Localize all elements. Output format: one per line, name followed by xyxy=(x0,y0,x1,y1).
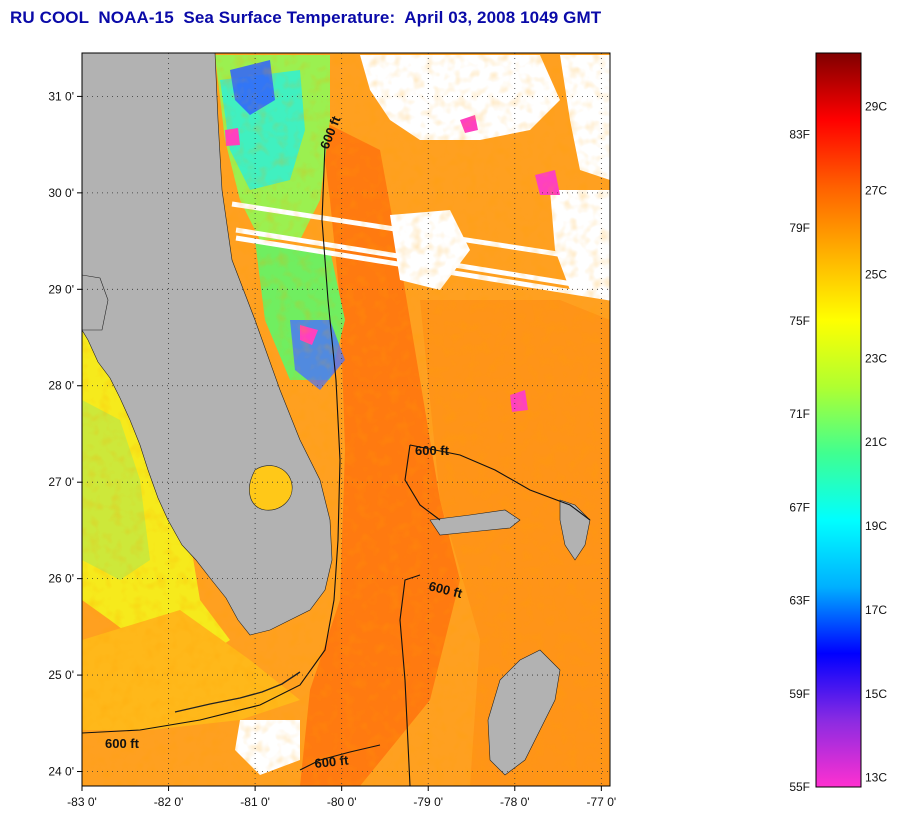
lon-tick-label: -78 0' xyxy=(500,795,530,809)
lat-tick-label: 25 0' xyxy=(48,668,74,682)
lon-tick-label: -81 0' xyxy=(240,795,270,809)
contour-label: 600 ft xyxy=(314,752,350,771)
lat-tick-label: 30 0' xyxy=(48,186,74,200)
page-title: RU COOL NOAA-15 Sea Surface Temperature:… xyxy=(10,8,602,27)
lat-tick-label: 29 0' xyxy=(48,282,74,296)
contour-600ft-bahamas xyxy=(404,444,591,521)
lon-tick-label: -83 0' xyxy=(67,795,97,809)
contour-label: 600 ft xyxy=(105,736,140,751)
lake-okeechobee xyxy=(249,465,293,511)
lon-tick-label: -79 0' xyxy=(413,795,443,809)
lat-tick-label: 27 0' xyxy=(48,475,74,489)
land-big-bend xyxy=(82,53,109,331)
contour-600ft-cuba xyxy=(299,744,381,771)
lat-lon-grid xyxy=(81,53,610,786)
contour-600ft-florida xyxy=(82,144,341,734)
lon-tick-label: -77 0' xyxy=(587,795,617,809)
contour-600ft-south xyxy=(399,574,421,786)
map-axes: -83 0' -82 0' -81 0' -80 0' -79 0' -78 0' -77 … xyxy=(48,89,616,809)
lat-tick-label: 26 0' xyxy=(48,572,74,586)
lat-tick-label: 31 0' xyxy=(48,89,74,103)
contour-label: 600 ft xyxy=(415,443,450,458)
map-frame xyxy=(81,52,611,787)
lon-tick-label: -80 0' xyxy=(327,795,357,809)
lat-tick-label: 24 0' xyxy=(48,765,74,779)
lon-tick-label: -82 0' xyxy=(154,795,184,809)
lat-tick-label: 28 0' xyxy=(48,379,74,393)
land-andros xyxy=(487,649,561,776)
florida-keys xyxy=(174,671,301,713)
